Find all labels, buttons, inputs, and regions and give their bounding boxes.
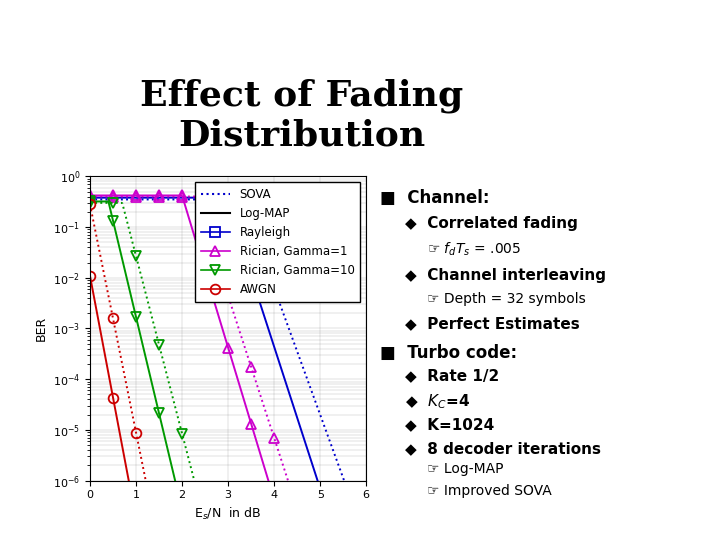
X-axis label: E$_s$/N  in dB: E$_s$/N in dB bbox=[194, 506, 262, 522]
Text: ◆  8 decoder iterations: ◆ 8 decoder iterations bbox=[405, 441, 601, 456]
Text: ■  Turbo code:: ■ Turbo code: bbox=[380, 343, 517, 362]
Text: ☞ Improved SOVA: ☞ Improved SOVA bbox=[427, 484, 552, 498]
Text: Effect of Fading
Distribution: Effect of Fading Distribution bbox=[140, 78, 464, 152]
Text: ☞ Log-MAP: ☞ Log-MAP bbox=[427, 462, 503, 476]
Text: ◆  $K_C$=4: ◆ $K_C$=4 bbox=[405, 393, 470, 411]
Text: ☞ Depth = 32 symbols: ☞ Depth = 32 symbols bbox=[427, 292, 586, 306]
Text: ◆  Channel interleaving: ◆ Channel interleaving bbox=[405, 268, 606, 282]
Text: ◆  Perfect Estimates: ◆ Perfect Estimates bbox=[405, 316, 580, 332]
Text: ◆  K=1024: ◆ K=1024 bbox=[405, 417, 494, 431]
Legend: SOVA, Log-MAP, Rayleigh, Rician, Gamma=1, Rician, Gamma=10, AWGN: SOVA, Log-MAP, Rayleigh, Rician, Gamma=1… bbox=[194, 183, 360, 301]
Text: ◆  Correlated fading: ◆ Correlated fading bbox=[405, 216, 577, 231]
Text: ☞ $f_d T_s$ = .005: ☞ $f_d T_s$ = .005 bbox=[427, 240, 521, 258]
Y-axis label: BER: BER bbox=[35, 316, 48, 341]
Text: ◆  Rate 1/2: ◆ Rate 1/2 bbox=[405, 368, 499, 383]
Text: ■  Channel:: ■ Channel: bbox=[380, 188, 490, 206]
